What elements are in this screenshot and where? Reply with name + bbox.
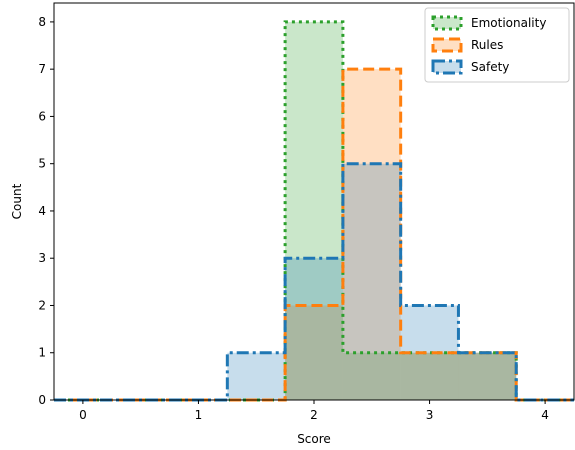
bar-rules xyxy=(400,352,459,400)
bar-rules xyxy=(342,69,401,401)
y-tick-label: 4 xyxy=(38,204,46,218)
y-axis-ticks: 0 1 2 3 4 5 6 7 8 xyxy=(38,15,54,407)
y-axis-label: Count xyxy=(10,183,24,219)
y-tick-label: 5 xyxy=(38,157,46,171)
series-safety-fill xyxy=(227,163,517,400)
bar-rules xyxy=(458,352,517,400)
legend-label-emotionality: Emotionality xyxy=(471,16,546,30)
y-tick-label: 3 xyxy=(38,251,46,265)
bar-emotionality xyxy=(285,21,343,401)
x-axis-label: Score xyxy=(297,432,331,446)
x-tick-label: 3 xyxy=(426,408,434,422)
bar-safety xyxy=(342,163,401,400)
y-tick-label: 0 xyxy=(38,393,46,407)
x-tick-label: 4 xyxy=(541,408,549,422)
legend-swatch-safety xyxy=(431,59,463,75)
x-axis-ticks: 0 1 2 3 4 xyxy=(79,400,549,422)
legend-swatch-rules xyxy=(431,37,463,53)
legend: Emotionality Rules Safety xyxy=(424,7,570,83)
series-emotionality-fill xyxy=(285,21,517,401)
series-rules-fill xyxy=(285,69,517,401)
legend-label-safety: Safety xyxy=(471,60,509,74)
y-tick-label: 2 xyxy=(38,298,46,312)
x-tick-label: 1 xyxy=(195,408,203,422)
y-tick-label: 1 xyxy=(38,346,46,360)
legend-item-rules: Rules xyxy=(431,37,503,53)
legend-swatch-emotionality xyxy=(431,15,463,31)
bar-emotionality xyxy=(458,352,517,400)
bar-emotionality xyxy=(400,352,459,400)
legend-items: Emotionality Rules Safety xyxy=(431,15,546,75)
y-tick-label: 7 xyxy=(38,62,46,76)
bar-rules xyxy=(285,305,343,400)
legend-label-rules: Rules xyxy=(471,38,503,52)
histogram-bars xyxy=(54,20,574,402)
legend-item-safety: Safety xyxy=(431,59,509,75)
y-tick-label: 8 xyxy=(38,15,46,29)
bar-emotionality xyxy=(342,352,401,400)
x-tick-label: 2 xyxy=(310,408,318,422)
bar-safety xyxy=(458,352,517,400)
bar-safety xyxy=(227,352,286,400)
x-tick-label: 0 xyxy=(79,408,87,422)
legend-item-emotionality: Emotionality xyxy=(431,15,546,31)
bar-safety xyxy=(285,258,343,400)
y-tick-label: 6 xyxy=(38,109,46,123)
